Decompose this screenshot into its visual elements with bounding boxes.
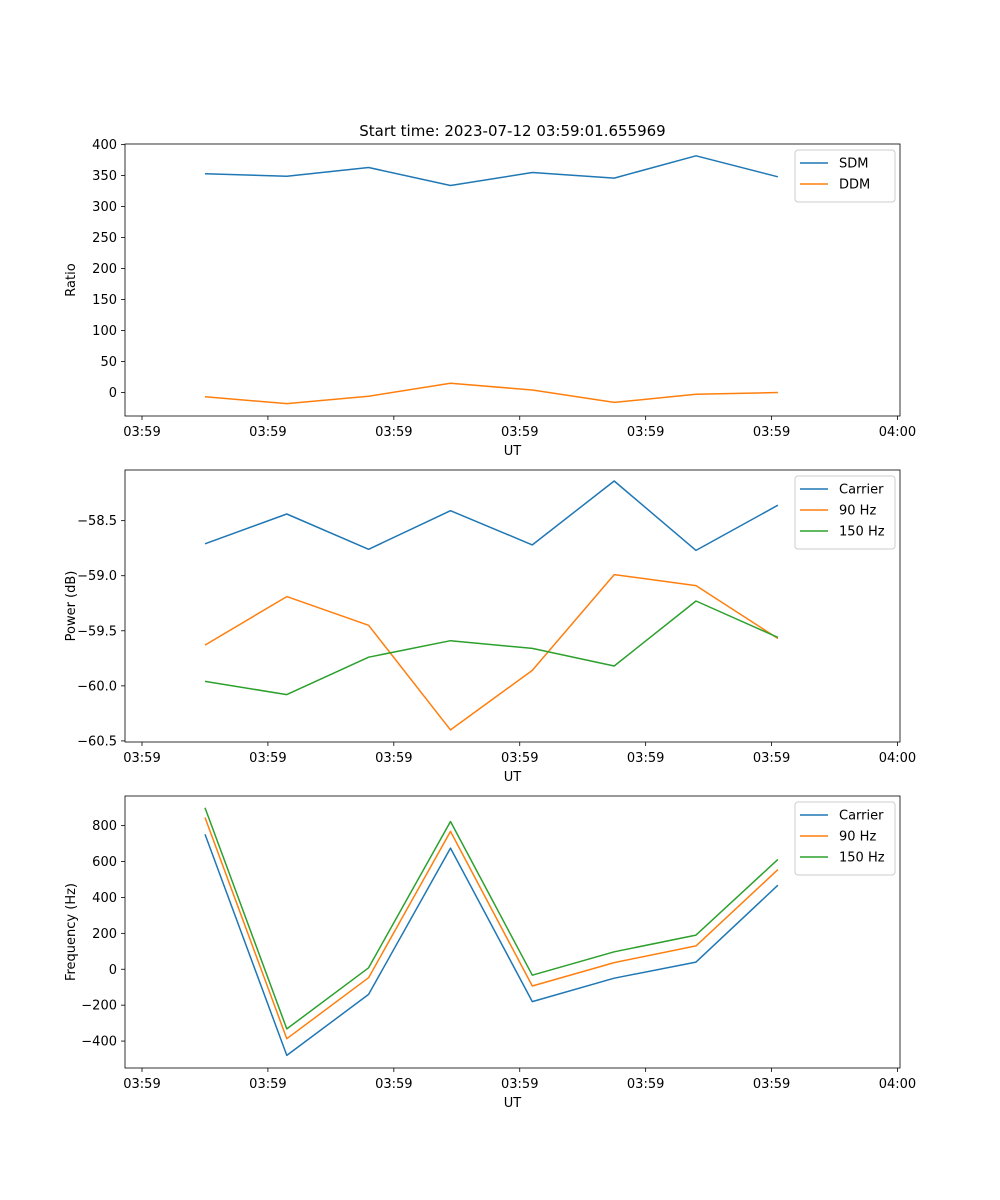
x-tick-label: 03:59 [501,1077,538,1092]
series-line-150-hz [204,807,779,1030]
legend-label: Carrier [839,809,884,824]
x-tick-label: 03:59 [249,751,286,766]
x-tick-label: 03:59 [123,751,160,766]
x-tick-label: 03:59 [627,425,664,440]
legend-label: 150 Hz [839,851,885,866]
x-tick-label: 03:59 [249,1077,286,1092]
x-axis-label: UT [504,770,522,785]
legend-label: SDM [839,157,868,172]
x-tick-label: 03:59 [627,751,664,766]
x-tick-label: 04:00 [879,751,916,766]
series-line-carrier [204,480,779,552]
x-tick-label: 03:59 [501,425,538,440]
figure-title: Start time: 2023-07-12 03:59:01.655969 [359,122,665,140]
y-tick-label: 250 [92,231,117,246]
x-tick-label: 03:59 [375,1077,412,1092]
legend-label: 150 Hz [839,525,885,540]
y-tick-label: −58.5 [77,514,117,529]
y-tick-label: −400 [81,1035,117,1050]
y-tick-label: 300 [92,200,117,215]
y-axis-label: Frequency (Hz) [64,883,79,981]
x-tick-label: 04:00 [879,425,916,440]
axes-frame [124,143,901,417]
axes-frame [124,469,901,743]
y-tick-label: 50 [100,355,117,370]
axes-frame [124,795,901,1069]
y-tick-label: 150 [92,293,117,308]
series-line-90-hz [204,573,779,731]
y-tick-label: 800 [92,819,117,834]
y-tick-label: 200 [92,927,117,942]
y-tick-label: −60.5 [77,734,117,749]
legend-label: Carrier [839,483,884,498]
y-tick-label: −59.0 [77,569,117,584]
y-tick-label: 0 [109,963,117,978]
legend: Carrier 90 Hz 150 Hz [794,801,896,876]
x-axis-label: UT [504,444,522,459]
x-tick-label: 03:59 [123,425,160,440]
x-tick-label: 03:59 [501,751,538,766]
x-tick-label: 03:59 [753,1077,790,1092]
x-tick-label: 03:59 [753,751,790,766]
legend: Carrier 90 Hz 150 Hz [794,475,896,550]
panel-1: 0 50 100 150 200 250 300 350 400 03:59 03:59 03:59 0… [64,138,916,459]
x-tick-label: 03:59 [627,1077,664,1092]
y-tick-label: 600 [92,855,117,870]
x-tick-label: 03:59 [249,425,286,440]
y-tick-label: 200 [92,262,117,277]
legend: SDM DDM [794,149,896,203]
y-tick-label: −200 [81,999,117,1014]
series-line-carrier [204,833,779,1057]
y-tick-label: 100 [92,324,117,339]
y-axis-label: Power (dB) [64,571,79,642]
x-axis-label: UT [504,1096,522,1111]
panel-3: −400 −200 0 200 400 600 800 03:59 03:59 03:59 03:5… [64,795,916,1111]
legend-label: 90 Hz [839,504,876,519]
y-tick-label: −60.0 [77,679,117,694]
x-tick-label: 03:59 [753,425,790,440]
series-line-90-hz [204,817,779,1040]
series-line-ddm [204,382,778,405]
series-line-sdm [204,155,779,187]
x-tick-label: 03:59 [375,751,412,766]
legend-label: DDM [839,178,870,193]
y-tick-label: 400 [92,891,117,906]
y-axis-label: Ratio [64,263,79,296]
y-tick-label: 0 [109,386,117,401]
y-tick-label: 400 [92,138,117,153]
panel-2: −60.5 −60.0 −59.5 −59.0 −58.5 03:59 03:59 03:59… [64,469,916,785]
x-tick-label: 03:59 [375,425,412,440]
series-line-150-hz [204,600,779,696]
legend-label: 90 Hz [839,830,876,845]
y-tick-label: −59.5 [77,624,117,639]
x-tick-label: 04:00 [879,1077,916,1092]
y-tick-label: 350 [92,169,117,184]
x-tick-label: 03:59 [123,1077,160,1092]
